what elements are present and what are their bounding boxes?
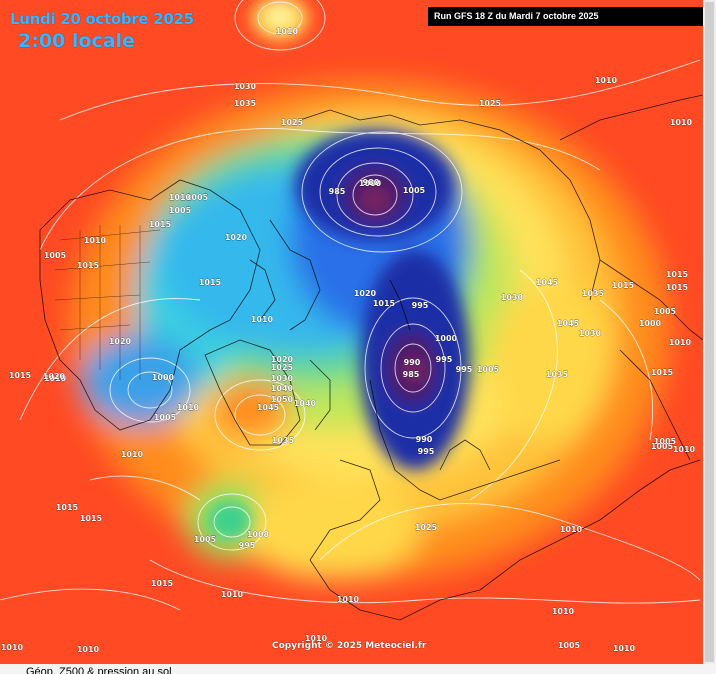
pressure-label: 1010: [84, 236, 107, 245]
pressure-label: 1005: [477, 365, 500, 374]
pressure-label: 985: [403, 370, 420, 379]
pressure-label: 1010: [673, 445, 696, 454]
pressure-label: 1045: [557, 319, 580, 328]
pressure-label: 1015: [651, 368, 674, 377]
vertical-scrollbar[interactable]: [703, 0, 716, 664]
pressure-label: 1015: [373, 299, 396, 308]
pressure-label: 1030: [271, 374, 294, 383]
pressure-label: 1010: [121, 450, 144, 459]
pressure-label: 1025: [281, 118, 304, 127]
horizontal-scrollbar[interactable]: [0, 664, 716, 674]
pressure-label: 1015: [666, 283, 689, 292]
pressure-label: 1020: [43, 372, 66, 381]
pressure-label: 1010: [670, 118, 693, 127]
pressure-label: 1010: [169, 193, 192, 202]
forecast-date-label: Lundi 20 octobre 2025: [10, 10, 194, 28]
pressure-label: 1015: [666, 270, 689, 279]
coastlines: [39, 94, 703, 621]
pressure-label: 1010: [221, 590, 244, 599]
pressure-label: 1005: [654, 307, 677, 316]
pressure-label: 1050: [271, 395, 294, 404]
pressure-label: 1015: [199, 278, 222, 287]
pressure-label: 1020: [225, 233, 248, 242]
pressure-label: 1025: [479, 99, 502, 108]
pressure-label: 1000: [435, 334, 458, 343]
pressure-label: 1010: [595, 76, 618, 85]
pressure-label: 1020: [354, 289, 377, 298]
pressure-label: 1010: [552, 607, 575, 616]
pressure-label: 1010: [251, 315, 274, 324]
pressure-label: 995: [456, 365, 473, 374]
pressure-label: 1010: [44, 374, 67, 383]
pressure-label: 1015: [77, 261, 100, 270]
pressure-label: 980: [363, 178, 380, 187]
isobar-contours: [0, 0, 701, 611]
pressure-label: 995: [239, 541, 256, 550]
pressure-label: 1015: [612, 281, 635, 290]
pressure-label: 1010: [1, 643, 24, 652]
us-state-borders: [54, 225, 161, 380]
pressure-label: 1015: [149, 220, 172, 229]
pressure-label: 1045: [257, 403, 280, 412]
weather-map: 1010 1030 1035 1025 1025 1010 1010 1005 1015 1005…: [0, 0, 703, 664]
pressure-label: 1035: [234, 99, 257, 108]
pressure-label: 1005: [44, 251, 67, 260]
pressure-label: 1000: [639, 319, 662, 328]
pressure-label: 1040: [294, 399, 317, 408]
pressure-label: 1005: [194, 535, 217, 544]
pressure-label: 990: [404, 358, 421, 367]
vertical-scrollbar-thumb[interactable]: [705, 2, 714, 662]
pressure-label: 1020: [271, 355, 294, 364]
pressure-label: 1025: [271, 363, 294, 372]
pressure-label: 1000: [152, 373, 175, 382]
pressure-labels: 1010103010351025102510101010100510151005…: [1, 27, 696, 654]
pressure-label: 1010: [560, 525, 583, 534]
pressure-label: 1008: [247, 530, 270, 539]
run-info-banner: Run GFS 18 Z du Mardi 7 octobre 2025: [428, 7, 703, 26]
pressure-label: 995: [436, 355, 453, 364]
forecast-time-label: 2:00 locale: [18, 30, 135, 52]
pressure-label: 1015: [56, 503, 79, 512]
geopotential-map-svg: 1010103010351025102510101010100510151005…: [0, 0, 703, 655]
pressure-label: 995: [418, 447, 435, 456]
map-caption: Géop. Z500 & pression au sol: [26, 666, 172, 674]
pressure-label: 1035: [582, 289, 605, 298]
pressure-label: 1015: [80, 514, 103, 523]
pressure-label: 1000: [359, 179, 382, 188]
pressure-label: 1010: [669, 338, 692, 347]
pressure-label: 1030: [501, 293, 524, 302]
pressure-label: 990: [416, 435, 433, 444]
pressure-label: 1005: [154, 413, 177, 422]
pressure-label: 1010: [337, 595, 360, 604]
pressure-label: 1005: [169, 206, 192, 215]
pressure-label: 1010: [177, 403, 200, 412]
pressure-label: 1030: [234, 82, 257, 91]
pressure-label: 1035: [272, 436, 295, 445]
pressure-label: 1005: [558, 641, 581, 650]
pressure-label: 1020: [109, 337, 132, 346]
pressure-label: 1015: [9, 371, 32, 380]
pressure-label: 1030: [579, 329, 602, 338]
pressure-label: 985: [329, 187, 346, 196]
pressure-label: 1005: [651, 442, 674, 451]
pressure-label: 1010: [77, 645, 100, 654]
pressure-label: 1035: [546, 370, 569, 379]
pressure-label: 1040: [271, 384, 294, 393]
geopotential-color-field: [70, 0, 670, 580]
pressure-label: 995: [412, 301, 429, 310]
pressure-label: 1015: [151, 579, 174, 588]
pressure-label: 1005: [654, 437, 677, 446]
pressure-label: 1045: [536, 278, 559, 287]
copyright-text: Copyright © 2025 Meteociel.fr: [272, 641, 427, 651]
pressure-label: 1025: [415, 523, 438, 532]
pressure-label: 1010: [305, 634, 328, 643]
pressure-label: 1005: [186, 193, 209, 202]
pressure-label: 1010: [276, 27, 299, 36]
pressure-label: 1005: [403, 186, 426, 195]
pressure-label: 1010: [613, 644, 636, 653]
